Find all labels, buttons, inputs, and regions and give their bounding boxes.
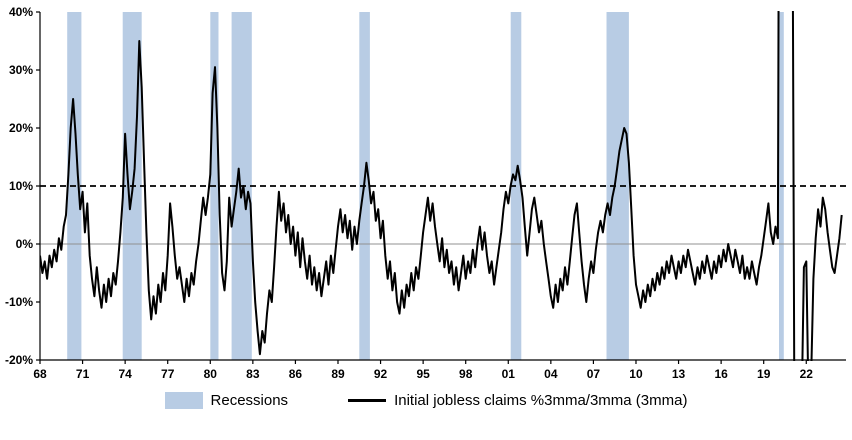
y-tick-label: 30%	[9, 63, 33, 77]
x-tick-label: 92	[374, 367, 388, 381]
x-tick-label: 95	[416, 367, 430, 381]
x-tick-label: 16	[714, 367, 728, 381]
x-tick-label: 71	[76, 367, 90, 381]
series-legend-label: Initial jobless claims %3mma/3mma (3mma)	[394, 392, 688, 409]
chart-svg: 40% 30% 20% 10% 0% -10% -20%68 71 74 77 80 83 86 89 92…	[5, 5, 846, 381]
x-tick-label: 04	[544, 367, 558, 381]
x-tick-label: 80	[204, 367, 218, 381]
x-tick-label: 19	[757, 367, 771, 381]
legend-item-recessions: Recessions	[164, 392, 289, 409]
x-tick-label: 01	[502, 367, 516, 381]
y-tick-label: -20%	[5, 353, 33, 367]
y-tick-label: 20%	[9, 121, 33, 135]
x-tick-label: 74	[118, 367, 132, 381]
x-tick-label: 89	[331, 367, 345, 381]
x-tick-label: 83	[246, 367, 260, 381]
x-tick-label: 07	[587, 367, 601, 381]
x-tick-label: 68	[33, 367, 47, 381]
y-tick-label: 0%	[16, 237, 34, 251]
recession-band	[606, 12, 629, 360]
recession-band-swatch	[164, 392, 203, 409]
y-tick-label: -10%	[5, 295, 33, 309]
legend-item-series: Initial jobless claims %3mma/3mma (3mma)	[348, 392, 687, 409]
x-tick-label: 98	[459, 367, 473, 381]
chart-legend: Recessions Initial jobless claims %3mma/…	[0, 392, 852, 409]
series-line-sample-icon	[348, 399, 387, 402]
x-tick-label: 77	[161, 367, 175, 381]
x-tick-label: 22	[800, 367, 814, 381]
x-tick-label: 10	[629, 367, 643, 381]
series-line	[40, 11, 843, 361]
y-tick-label: 10%	[9, 179, 33, 193]
y-tick-label: 40%	[9, 5, 33, 19]
x-tick-label: 13	[672, 367, 686, 381]
x-tick-label: 86	[289, 367, 303, 381]
recessions-legend-label: Recessions	[210, 392, 289, 409]
